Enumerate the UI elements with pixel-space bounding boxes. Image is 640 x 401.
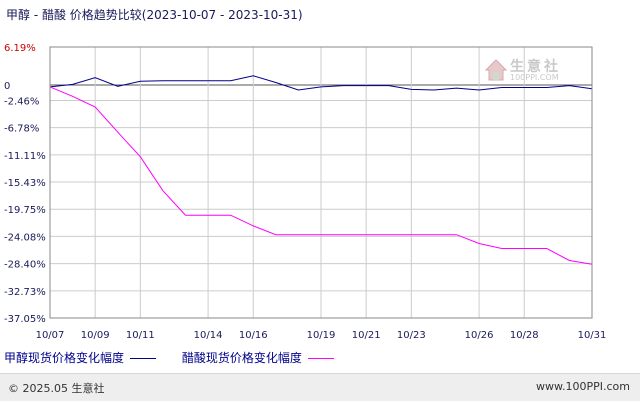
legend-swatch-methanol [130,358,157,359]
x-tick-label: 10/09 [81,330,110,341]
copyright-text: © 2025.05 生意社 [8,382,105,395]
house-logo-icon [484,59,508,81]
x-tick-label: 10/16 [239,330,268,341]
watermark-name: 生意社 [510,59,561,75]
series-line-acetic-acid [49,86,593,265]
chart-title: 甲醇 - 醋酸 价格趋势比较(2023-10-07 - 2023-10-31) [6,8,303,22]
plot-frame [49,46,593,319]
chart-grid [50,47,592,319]
legend: 甲醇现货价格变化幅度 醋酸现货价格变化幅度 [4,349,356,366]
x-tick-label: 10/23 [397,330,426,341]
legend-item-acetic-acid: 醋酸现货价格变化幅度 [182,349,334,366]
y-tick-label: -19.75% [4,205,46,216]
legend-swatch-acetic-acid [307,358,334,359]
x-tick-label: 10/28 [510,330,539,341]
y-tick-label: -6.78% [4,124,39,135]
y-axis-ticks: 6.19% 0 -2.46% -6.78% -11.11% -15.43% -19.75% -… [4,43,46,325]
y-tick-label: 0 [4,81,10,92]
legend-label-acetic-acid: 醋酸现货价格变化幅度 [181,351,302,365]
x-tick-label: 10/31 [578,330,607,341]
y-tick-label: -11.11% [4,151,46,162]
footer-site-link[interactable]: www.100PPI.com [536,380,630,393]
watermark: 生意社 100PPI.COM [480,56,580,86]
x-tick-label: 10/26 [465,330,494,341]
y-tick-label: -37.05% [4,314,46,325]
footer: © 2025.05 生意社 www.100PPI.com [0,373,640,401]
legend-item-methanol: 甲醇现货价格变化幅度 [4,349,157,366]
y-tick-label: 6.19% [4,43,36,54]
x-tick-label: 10/19 [307,330,336,341]
y-tick-label: -24.08% [4,232,46,243]
x-tick-label: 10/07 [36,330,65,341]
y-tick-label: -2.46% [4,96,39,107]
watermark-url: 100PPI.COM [510,73,559,82]
x-axis-ticks: 10/07 10/09 10/11 10/14 10/16 10/19 10/21 10/23… [36,330,607,341]
x-tick-label: 10/21 [352,330,381,341]
y-tick-label: -28.40% [4,260,46,271]
series-lines [49,75,593,265]
x-tick-label: 10/11 [126,330,155,341]
y-tick-label: -32.73% [4,287,46,298]
x-tick-label: 10/14 [194,330,223,341]
y-tick-label: -15.43% [4,178,46,189]
series-line-methanol [49,75,593,91]
legend-label-methanol: 甲醇现货价格变化幅度 [4,351,125,365]
